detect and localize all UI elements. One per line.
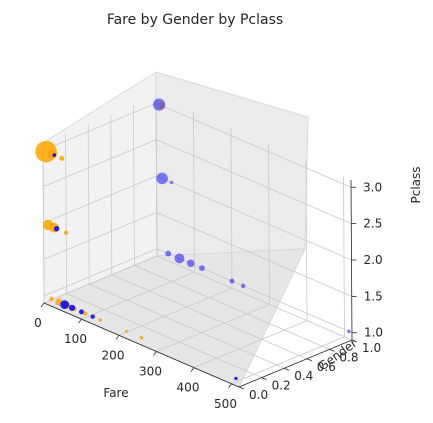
- chart-title: Fare by Gender by Pclass: [107, 12, 283, 28]
- z-tick-label: 2.5: [363, 217, 382, 231]
- y-tick-label: 1.0: [362, 341, 381, 355]
- blue-point: [199, 265, 205, 272]
- x-gridline: [193, 320, 308, 368]
- y-gridline: [66, 293, 262, 378]
- y-gridline: [134, 265, 330, 350]
- x-tick-mark: [228, 383, 232, 389]
- y-tick-label: 0.4: [294, 369, 313, 383]
- y-tick-mark: [329, 349, 335, 352]
- blue-point: [229, 278, 235, 284]
- z-gridline: [155, 102, 352, 188]
- x-tick-mark: [190, 367, 195, 372]
- y-tick-label: 0.6: [317, 360, 336, 374]
- x-axis-label: Fare: [103, 386, 128, 400]
- x-gridline: [43, 255, 158, 304]
- orange-point: [59, 155, 65, 161]
- y-axis-line: [238, 339, 353, 388]
- orange-point: [124, 329, 129, 333]
- orange-point: [49, 296, 54, 302]
- z-tick-label: 1.5: [364, 289, 383, 303]
- z-gridline: [43, 175, 157, 224]
- z-gridline: [43, 139, 157, 188]
- x-tick-mark: [153, 351, 157, 356]
- grid-lines: [42, 95, 353, 388]
- x-gridline: [81, 271, 195, 320]
- orange-point: [63, 230, 69, 235]
- x-tick-mark: [78, 318, 82, 324]
- blue-point: [347, 329, 351, 334]
- y-tick-mark: [261, 377, 267, 380]
- y-tick-mark: [238, 386, 245, 390]
- blue-point: [240, 283, 246, 289]
- y-gridline: [156, 255, 353, 341]
- blue-point: [90, 314, 95, 319]
- y-tick-label: 0.0: [249, 388, 268, 402]
- x-gridline: [156, 304, 270, 352]
- z-tick-label: 3.0: [363, 180, 382, 194]
- z-tick-label: 2.0: [364, 253, 383, 267]
- orange-point: [98, 318, 102, 322]
- x-tick-label: 0: [34, 316, 42, 330]
- blue-point: [169, 180, 174, 185]
- blue-point: [186, 259, 195, 268]
- z-gridline: [43, 248, 158, 297]
- x-tick-mark: [115, 335, 120, 340]
- y-tick-mark: [284, 367, 290, 371]
- y-gridline: [89, 283, 285, 369]
- y-tick-label: 0.2: [272, 379, 291, 393]
- y-tick-mark: [306, 358, 312, 362]
- y-tick-mark: [351, 339, 358, 343]
- blue-point: [78, 309, 84, 315]
- x-tick-label: 200: [102, 348, 125, 362]
- z-gridline: [43, 211, 157, 260]
- z-axis-label: Pclass: [409, 166, 423, 203]
- x-gridline: [231, 336, 345, 385]
- orange-point: [82, 311, 88, 316]
- blue-point: [60, 300, 69, 310]
- blue-point: [174, 253, 185, 264]
- z-gridline: [42, 102, 157, 151]
- x-tick-mark: [40, 302, 45, 308]
- blue-point: [156, 172, 168, 185]
- data-points: [35, 98, 351, 381]
- z-gridline: [156, 175, 352, 261]
- tick-labels: 0 100 200 300 400 500 0.0 0.20.4 0.60.8 1.01.0 1.5…: [34, 180, 383, 410]
- x-tick-label: 300: [139, 364, 162, 378]
- y-gridline: [111, 274, 307, 360]
- blue-point: [68, 304, 76, 311]
- x-tick-label: 100: [64, 332, 87, 346]
- blue-point: [165, 250, 172, 257]
- z-tick-label: 1.0: [364, 326, 383, 340]
- x-tick-label: 400: [177, 381, 200, 395]
- z-gridline: [156, 211, 352, 297]
- z-gridline: [156, 139, 352, 225]
- x-gridline: [118, 287, 233, 336]
- blue-point: [234, 376, 238, 381]
- blue-point: [153, 98, 166, 111]
- orange-point: [139, 335, 144, 340]
- y-tick-label: 0.8: [339, 350, 358, 364]
- blue-point: [53, 225, 60, 232]
- tick-marks: [40, 186, 358, 390]
- blue-point: [52, 153, 57, 158]
- x-tick-label: 500: [214, 397, 237, 411]
- x-axis-line: [43, 302, 240, 388]
